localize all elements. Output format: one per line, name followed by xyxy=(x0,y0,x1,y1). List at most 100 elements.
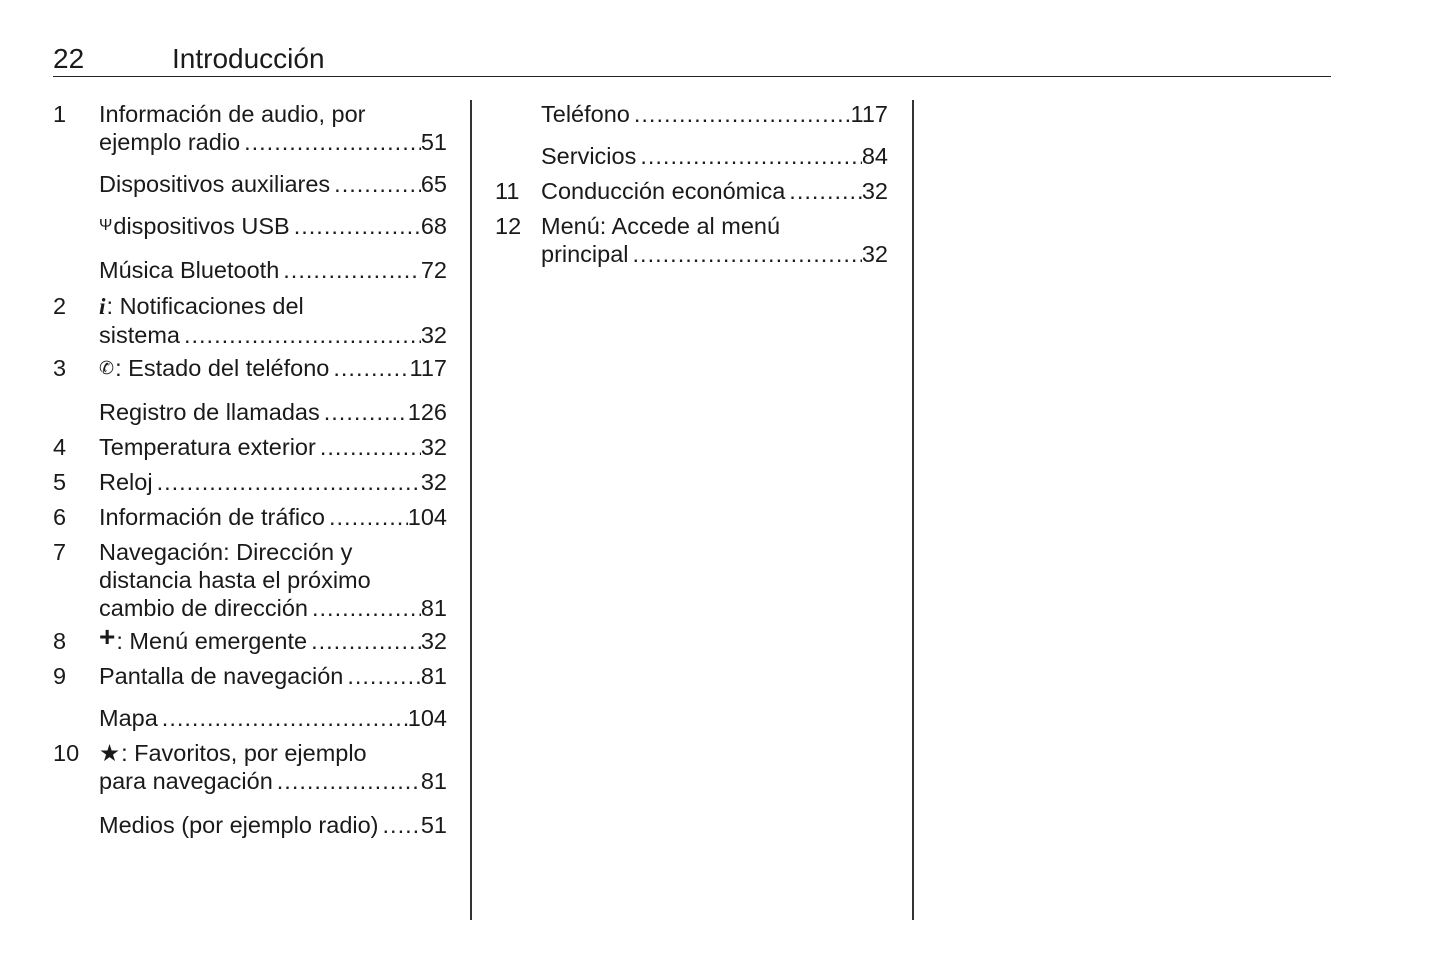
entry-number: 1 xyxy=(53,101,67,127)
dot-leader: ........................................… xyxy=(161,705,408,731)
dot-leader: ........................................… xyxy=(328,504,408,530)
page-reference[interactable]: 84 xyxy=(861,143,888,169)
entry-text: Reloj...................................… xyxy=(99,468,447,496)
info-icon: i xyxy=(99,294,106,320)
entry-text: Navegación: Dirección y distancia hasta e… xyxy=(99,538,447,622)
entry-line-text: : Favoritos, por ejemplo xyxy=(121,740,367,766)
entry-number: 2 xyxy=(53,293,67,319)
entry-last-line: cambio de dirección.....................… xyxy=(99,594,447,622)
entry-line-text: Información de audio, por xyxy=(99,101,366,127)
entry-label: Pantalla de navegación xyxy=(99,663,344,689)
entry-line: Información de audio, por xyxy=(99,100,447,128)
page-reference[interactable]: 117 xyxy=(409,355,447,381)
phone-icon: ✆ xyxy=(99,358,115,378)
page-reference[interactable]: 32 xyxy=(420,434,447,460)
page-reference[interactable]: 68 xyxy=(420,213,447,239)
entry-text: Conducción económica....................… xyxy=(541,177,888,205)
entry-label: Mapa xyxy=(99,705,158,731)
entry-text: Dispositivos auxiliares.................… xyxy=(99,170,447,198)
entry-last-line: Pantalla de navegación..................… xyxy=(99,662,447,690)
entry-last-line: Temperatura exterior....................… xyxy=(99,433,447,461)
dot-leader: ........................................… xyxy=(323,399,408,425)
plus-icon: + xyxy=(99,621,116,652)
dot-leader: ........................................… xyxy=(633,101,851,127)
header-rule xyxy=(53,76,1331,77)
entry-label: ejemplo radio xyxy=(99,129,241,155)
entry-label: Dispositivos auxiliares xyxy=(99,171,331,197)
page-reference[interactable]: 117 xyxy=(850,101,888,127)
entry-label: Información de tráfico xyxy=(99,504,325,530)
entry-number: 10 xyxy=(53,740,80,766)
entry-line-text: Navegación: Dirección y xyxy=(99,539,353,565)
entry-number: 5 xyxy=(53,469,67,495)
entry-text: ★: Favoritos, por ejemplo para navegación… xyxy=(99,739,447,795)
entry-label: sistema xyxy=(99,322,180,348)
entry-last-line: Registro de llamadas....................… xyxy=(99,398,447,426)
page-reference[interactable]: 126 xyxy=(407,399,447,425)
star-icon: ★ xyxy=(99,740,121,766)
entry-text: Información de audio, por ejemplo radio..… xyxy=(99,100,447,156)
entry-text: Servicios...............................… xyxy=(541,142,888,170)
entry-text: Pantalla de navegación..................… xyxy=(99,662,447,690)
entry-number: 6 xyxy=(53,504,67,530)
page-reference[interactable]: 104 xyxy=(407,705,447,731)
entry-line-text: Menú: Accede al menú xyxy=(541,213,781,239)
entry-last-line: Servicios...............................… xyxy=(541,142,888,170)
entry-line: Menú: Accede al menú xyxy=(541,212,888,240)
page-reference[interactable]: 32 xyxy=(420,628,447,654)
entry-line: Navegación: Dirección y xyxy=(99,538,447,566)
page-reference[interactable]: 51 xyxy=(420,129,447,155)
page-number: 22 xyxy=(53,43,85,74)
page-reference[interactable]: 32 xyxy=(420,322,447,348)
entry-label: Música Bluetooth xyxy=(99,257,280,283)
entry-label: principal xyxy=(541,241,629,267)
entry-label: : Menú emergente xyxy=(116,628,308,654)
entry-last-line: Conducción económica....................… xyxy=(541,177,888,205)
entry-number: 12 xyxy=(495,213,522,239)
entry-last-line: Reloj...................................… xyxy=(99,468,447,496)
page-reference[interactable]: 72 xyxy=(420,257,447,283)
page-reference[interactable]: 32 xyxy=(861,178,888,204)
page-reference[interactable]: 81 xyxy=(420,663,447,689)
page-reference[interactable]: 81 xyxy=(420,768,447,794)
page-reference[interactable]: 81 xyxy=(420,595,447,621)
usb-icon: Ψ xyxy=(99,217,113,234)
entry-label: dispositivos USB xyxy=(113,213,290,239)
page-reference[interactable]: 32 xyxy=(420,469,447,495)
dot-leader: ........................................… xyxy=(319,434,421,460)
entry-text: Medios (por ejemplo radio)..............… xyxy=(99,811,447,839)
column-divider xyxy=(470,100,472,920)
page-reference[interactable]: 104 xyxy=(407,504,447,530)
entry-last-line: ejemplo radio...........................… xyxy=(99,128,447,156)
entry-number: 3 xyxy=(53,355,67,381)
page-reference[interactable]: 51 xyxy=(420,812,447,838)
entry-last-line: Música Bluetooth........................… xyxy=(99,256,447,284)
dot-leader: ........................................… xyxy=(183,322,421,348)
dot-leader: ........................................… xyxy=(789,178,862,204)
entry-label: Registro de llamadas xyxy=(99,399,320,425)
entry-label: para navegación xyxy=(99,768,273,794)
page-reference[interactable]: 65 xyxy=(420,171,447,197)
entry-text: Mapa....................................… xyxy=(99,704,447,732)
dot-leader: ........................................… xyxy=(156,469,421,495)
dot-leader: ........................................… xyxy=(276,768,421,794)
entry-last-line: Información de tráfico..................… xyxy=(99,503,447,531)
page-reference[interactable]: 32 xyxy=(861,241,888,267)
dot-leader: ........................................… xyxy=(334,171,421,197)
entry-line: i: Notificaciones del xyxy=(99,292,447,321)
dot-leader: ........................................… xyxy=(382,812,421,838)
entry-line-text: : Notificaciones del xyxy=(106,293,304,319)
entry-text: Información de tráfico..................… xyxy=(99,503,447,531)
dot-leader: ........................................… xyxy=(333,355,409,381)
entry-text: +: Menú emergente.......................… xyxy=(99,621,447,655)
entry-text: Registro de llamadas....................… xyxy=(99,398,447,426)
entry-last-line: principal...............................… xyxy=(541,240,888,268)
entry-text: Menú: Accede al menú principal...........… xyxy=(541,212,888,268)
entry-label: Medios (por ejemplo radio) xyxy=(99,812,379,838)
entry-last-line: Medios (por ejemplo radio)..............… xyxy=(99,811,447,839)
entry-label: Temperatura exterior xyxy=(99,434,316,460)
entry-text: Temperatura exterior....................… xyxy=(99,433,447,461)
entry-label: Conducción económica xyxy=(541,178,786,204)
entry-line-text: distancia hasta el próximo xyxy=(99,567,371,593)
